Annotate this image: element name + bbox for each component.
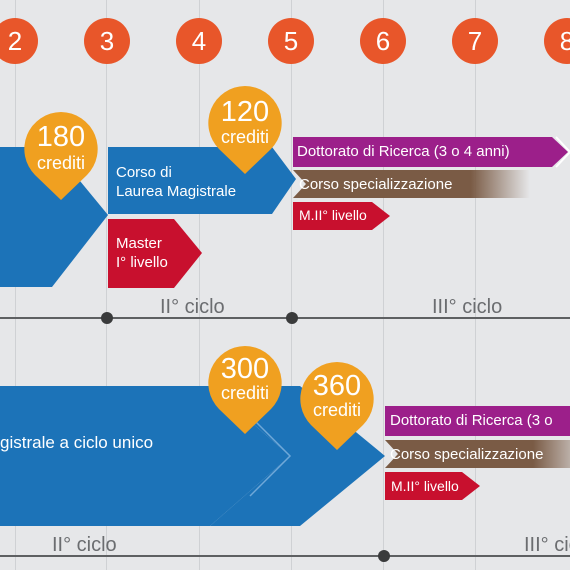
year-label: 7 (467, 25, 483, 56)
year-5-circle: 5 (268, 18, 314, 64)
cycle-2-label: II° ciclo (160, 296, 225, 318)
credits-pin-180: 180 crediti (22, 110, 100, 202)
grid-line (291, 0, 292, 570)
grid-line (475, 0, 476, 570)
cycle-2-label-2: II° ciclo (52, 534, 117, 556)
master2-label-2: M.II° livello (391, 478, 459, 494)
year-6-circle: 6 (360, 18, 406, 64)
master2-arrow-2 (385, 472, 480, 500)
pin-icon (24, 112, 98, 200)
year-4-circle: 4 (176, 18, 222, 64)
bottom-axis (0, 555, 570, 557)
top-axis (0, 317, 570, 319)
ciclo-unico-chevron (249, 415, 292, 497)
pin-unit: crediti (312, 400, 361, 420)
cycle-3-label-2: III° ciclo (524, 534, 570, 556)
grid-line (383, 0, 384, 570)
master-arrow (108, 219, 202, 288)
pin-icon (208, 86, 282, 174)
pin-unit: crediti (220, 127, 269, 147)
dottorato-label: Dottorato di Ricerca (3 o 4 anni) (297, 143, 510, 160)
specializzazione-bar (293, 170, 530, 198)
grid-line (199, 0, 200, 570)
label-line: Laurea Magistrale (116, 183, 237, 200)
pin-number: 360 (312, 370, 362, 402)
pin-number: 120 (220, 96, 270, 128)
dottorato-chevron (555, 136, 570, 168)
year-label: 6 (375, 25, 391, 56)
year-label: 8 (559, 25, 570, 56)
pin-icon (208, 346, 282, 434)
pin-icon (300, 362, 374, 450)
year-label: 4 (191, 25, 207, 56)
label-line: Corso di (116, 164, 172, 181)
dottorato-label-2: Dottorato di Ricerca (3 o (390, 412, 553, 429)
pin-unit: crediti (220, 383, 269, 403)
year-7-circle: 7 (452, 18, 498, 64)
year-label: 3 (99, 25, 115, 56)
laurea-magistrale-label: Corso di Laurea Magistrale (116, 163, 236, 201)
label-line: Master (116, 235, 162, 252)
axis-dot (101, 312, 113, 324)
credits-pin-300: 300 crediti (206, 344, 284, 436)
ciclo-unico-label: gistrale a ciclo unico (0, 433, 154, 452)
master-label: Master I° livello (116, 234, 168, 272)
pin-unit: crediti (36, 153, 85, 173)
master2-arrow (293, 202, 390, 230)
axis-dot (378, 550, 390, 562)
dottorato-arrow (293, 137, 568, 167)
ciclo-unico-arrow (0, 386, 290, 526)
label-line: I° livello (116, 254, 168, 271)
year-3-circle: 3 (84, 18, 130, 64)
grid-line (106, 0, 107, 570)
specializzazione-label-2: Corso specializzazione (390, 446, 544, 463)
year-label: 5 (283, 25, 299, 56)
year-2-circle: 2 (0, 18, 38, 64)
credits-pin-120: 120 crediti (206, 84, 284, 176)
laurea-triennale-arrow (0, 147, 108, 287)
credits-pin-360: 360 crediti (298, 360, 376, 452)
specializzazione-label: Corso specializzazione (299, 176, 453, 193)
axis-dot (286, 312, 298, 324)
master2-label: M.II° livello (299, 207, 367, 223)
cycle-3-label: III° ciclo (432, 296, 503, 318)
pin-number: 180 (36, 121, 86, 153)
specializzazione-bar-2 (385, 440, 570, 468)
dottorato-arrow-2 (385, 406, 570, 436)
year-label: 2 (7, 25, 23, 56)
pin-number: 300 (220, 353, 270, 385)
